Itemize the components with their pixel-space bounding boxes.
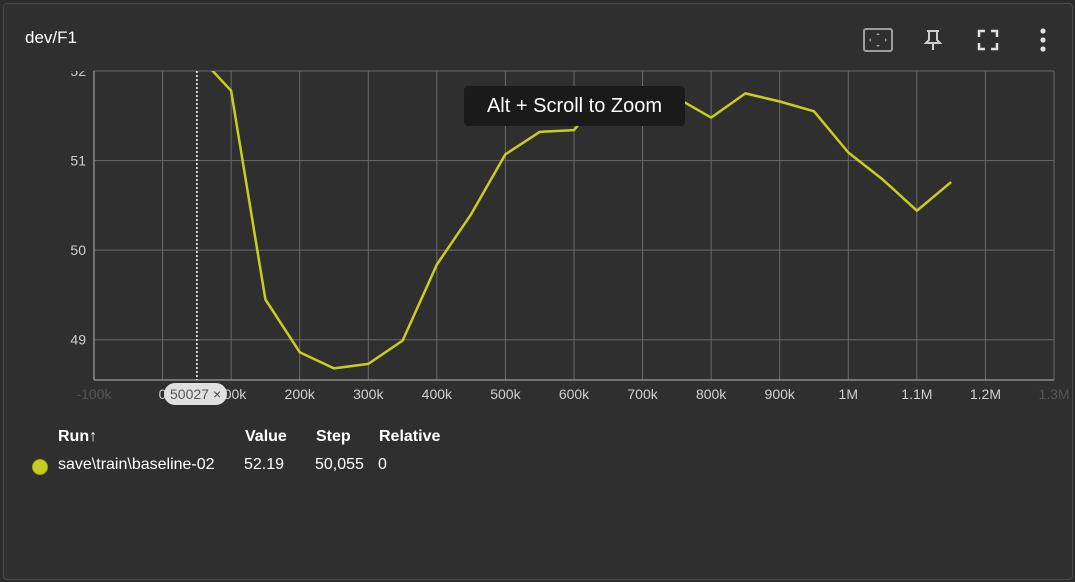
run-step: 50,055 bbox=[315, 456, 364, 473]
run-name: save\train\baseline-02 bbox=[58, 456, 215, 473]
x-tick-label: 300k bbox=[353, 386, 384, 402]
x-tick-label: 700k bbox=[627, 386, 658, 402]
value-column-header[interactable]: Value bbox=[245, 428, 287, 445]
x-tick-label: 400k bbox=[422, 386, 453, 402]
pin-button[interactable] bbox=[917, 24, 949, 56]
y-tick-label: 49 bbox=[70, 332, 86, 348]
x-tick-label: 600k bbox=[559, 386, 590, 402]
more-options-button[interactable] bbox=[1027, 24, 1059, 56]
fullscreen-icon bbox=[977, 29, 999, 51]
y-tick-label: 51 bbox=[70, 153, 86, 169]
zoom-hint-tooltip: Alt + Scroll to Zoom bbox=[464, 86, 685, 126]
step-selector-chip[interactable]: 50027 × bbox=[164, 383, 228, 405]
x-tick-label: 0 bbox=[159, 386, 167, 402]
x-tick-label: 500k bbox=[490, 386, 521, 402]
fit-domain-button[interactable] bbox=[862, 24, 894, 56]
x-tick-label: 1.3M bbox=[1038, 386, 1069, 402]
sort-ascending-icon: ↑ bbox=[89, 428, 98, 445]
chart-axes bbox=[93, 71, 1055, 381]
relative-column-header[interactable]: Relative bbox=[379, 428, 441, 445]
run-value: 52.19 bbox=[244, 456, 285, 473]
x-tick-label: -100k bbox=[76, 386, 112, 402]
series-line bbox=[211, 71, 952, 370]
fullscreen-button[interactable] bbox=[972, 24, 1004, 56]
chart-series bbox=[211, 71, 952, 370]
x-tick-label: 1.1M bbox=[901, 386, 932, 402]
more-vert-icon bbox=[1040, 28, 1046, 52]
x-tick-label: 900k bbox=[765, 386, 796, 402]
x-tick-label: 800k bbox=[696, 386, 727, 402]
step-chip-value: 50027 bbox=[170, 386, 209, 402]
run-color-swatch bbox=[32, 459, 48, 475]
pin-icon bbox=[923, 30, 943, 50]
step-column-header[interactable]: Step bbox=[316, 428, 351, 445]
close-icon[interactable]: × bbox=[212, 386, 222, 402]
y-tick-label: 52 bbox=[70, 63, 86, 79]
fit-domain-icon bbox=[863, 28, 893, 52]
x-tick-label: 1M bbox=[839, 386, 858, 402]
x-tick-label: 1.2M bbox=[970, 386, 1001, 402]
y-tick-label: 50 bbox=[70, 242, 86, 258]
card-title: dev/F1 bbox=[25, 28, 77, 47]
run-relative: 0 bbox=[378, 456, 387, 473]
run-column-header[interactable]: Run↑ bbox=[58, 428, 98, 445]
x-tick-label: 200k bbox=[285, 386, 316, 402]
y-axis-labels: 49 50 51 52 bbox=[70, 63, 86, 348]
